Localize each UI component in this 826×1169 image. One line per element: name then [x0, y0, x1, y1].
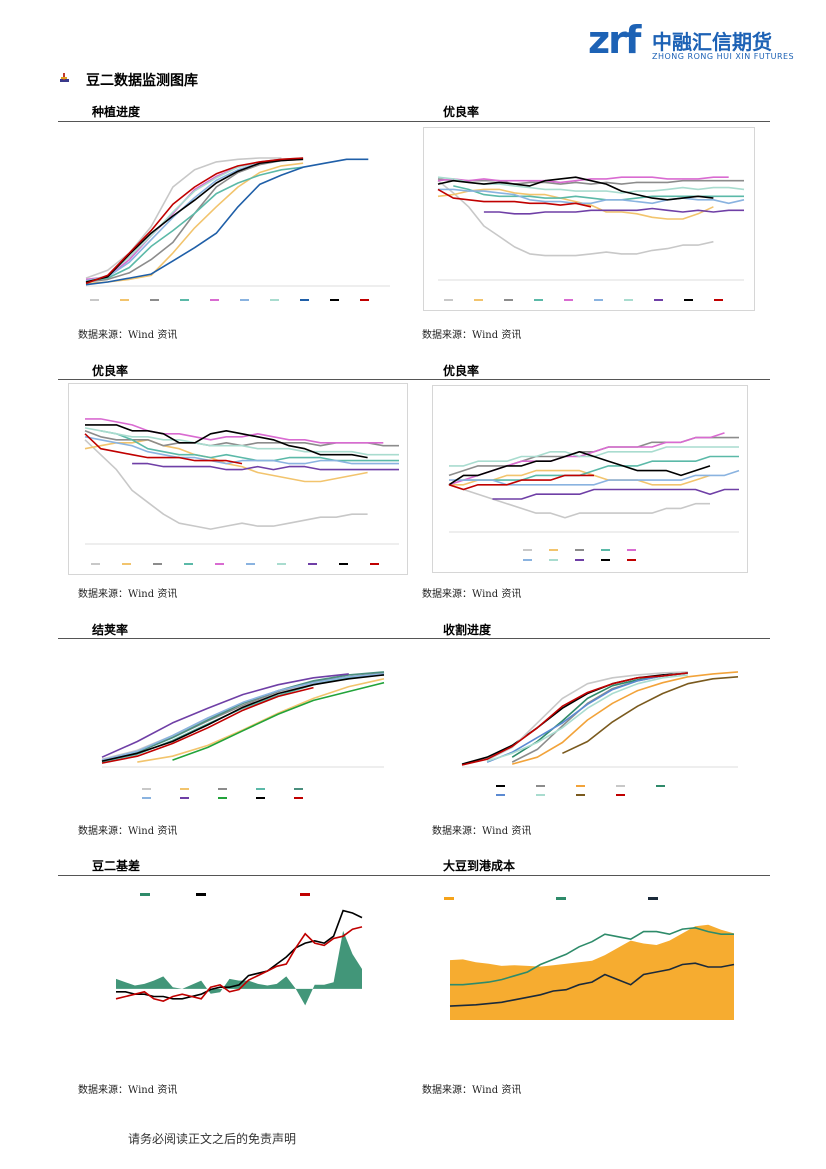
- legend-swatch: [648, 897, 658, 900]
- series-line-1: [115, 926, 363, 1002]
- panel-title-planting: 种植进度: [92, 105, 141, 119]
- series-line-2020: [101, 674, 385, 762]
- series-line-2012: [85, 157, 282, 279]
- source-note: 数据来源：Wind 资讯: [78, 330, 178, 341]
- series-line-2016: [448, 432, 725, 486]
- series-line-2017: [449, 469, 740, 486]
- series-line-0: [116, 909, 363, 1000]
- source-note: 数据来源：Wind 资讯: [432, 826, 532, 837]
- source-note: 数据来源：Wind 资讯: [422, 1085, 522, 1096]
- series-line-2019: [492, 488, 739, 500]
- series-line-1: [450, 926, 734, 986]
- series-line-2015: [463, 455, 739, 481]
- series-line-2018: [84, 427, 399, 456]
- series-line-2017: [438, 188, 745, 205]
- series-line-2012: [84, 439, 368, 530]
- logo-mark: zrf: [588, 18, 641, 62]
- source-note: 数据来源：Wind 资讯: [422, 589, 522, 600]
- chart-condition-excellent: [432, 385, 748, 573]
- panel-title-excellent: 优良率: [443, 364, 480, 378]
- divider: [58, 638, 770, 639]
- chart-planting-progress: [68, 124, 400, 314]
- series-line-2016: [101, 671, 385, 762]
- chart-condition-rate: [423, 127, 755, 311]
- series-line-2020: [85, 424, 368, 459]
- chart-podding-rate: [86, 642, 404, 808]
- panel-title-basis: 豆二基差: [92, 859, 141, 873]
- company-name-cn: 中融汇信期货: [652, 30, 772, 54]
- source-note: 数据来源：Wind 资讯: [78, 826, 178, 837]
- series-line-2016: [511, 672, 688, 758]
- series-line-2020: [461, 672, 688, 766]
- series-line-2014: [437, 178, 744, 185]
- series-line-2016: [85, 418, 384, 444]
- legend-swatch: [196, 893, 206, 896]
- divider: [58, 875, 770, 876]
- company-name-en: ZHONG RONG HUI XIN FUTURES: [652, 52, 795, 61]
- panel-title-harvest: 收割进度: [443, 623, 492, 637]
- series-line-2017: [486, 672, 688, 763]
- legend-swatch: [300, 893, 310, 896]
- series-line-2021: [437, 188, 592, 208]
- series-line-2019: [172, 681, 385, 761]
- chart-harvest-progress: [448, 642, 748, 808]
- series-line-2018: [101, 673, 349, 758]
- series-line-2017: [84, 436, 399, 465]
- chart-condition-good: [68, 383, 408, 575]
- series-line-2021: [448, 474, 594, 491]
- panel-title-import-cost: 大豆到港成本: [443, 859, 516, 873]
- source-note: 数据来源：Wind 资讯: [78, 589, 178, 600]
- series-line-2021: [85, 157, 304, 285]
- panel-title-condition: 优良率: [443, 105, 480, 119]
- chart-import-cost: [428, 884, 764, 1032]
- series-area-0: [450, 924, 734, 1020]
- series-line-2020: [437, 176, 714, 201]
- series-line-2021: [101, 686, 314, 764]
- series-line-2019: [483, 207, 744, 215]
- series-line-2019: [132, 462, 399, 471]
- series-line-2019: [85, 158, 369, 286]
- panel-title-good: 优良率: [92, 364, 129, 378]
- legend-swatch: [556, 897, 566, 900]
- divider: [58, 121, 770, 122]
- series-line-2020: [85, 158, 304, 283]
- section-title: 豆二数据监测图库: [86, 73, 198, 89]
- legend-swatch: [444, 897, 454, 900]
- series-line-2012: [101, 673, 385, 760]
- series-line-2012: [437, 180, 714, 257]
- disclaimer-footer: 请务必阅读正文之后的免责声明: [128, 1132, 297, 1146]
- series-line-2013: [85, 162, 304, 285]
- series-line-2: [449, 962, 735, 1007]
- series-line-2015: [486, 671, 688, 761]
- series-line-2021: [84, 433, 243, 465]
- series-line-2020: [448, 451, 711, 486]
- section-bullet-icon: [60, 73, 69, 82]
- series-line-2016: [437, 176, 729, 184]
- series-line-2014: [511, 671, 739, 765]
- series-line-2013: [511, 672, 688, 763]
- divider: [58, 379, 770, 380]
- chart-basis: [70, 882, 404, 1064]
- series-line-2015: [85, 166, 304, 282]
- series-line-2018: [486, 674, 688, 762]
- series-line-2013: [137, 678, 385, 763]
- source-note: 数据来源：Wind 资讯: [78, 1085, 178, 1096]
- series-line-2015: [100, 430, 399, 462]
- series-line-2017: [101, 673, 385, 761]
- legend-swatch: [140, 893, 150, 896]
- series-line-2013: [437, 188, 714, 220]
- source-note: 数据来源：Wind 资讯: [422, 330, 522, 341]
- series-line-2019: [562, 676, 739, 755]
- panel-title-podding: 结荚率: [92, 623, 129, 637]
